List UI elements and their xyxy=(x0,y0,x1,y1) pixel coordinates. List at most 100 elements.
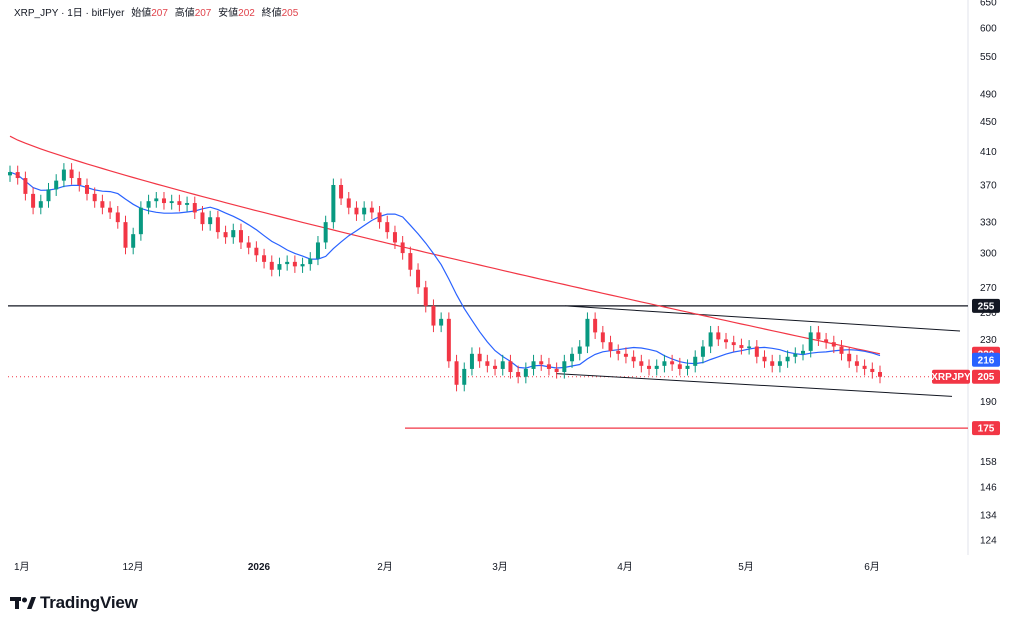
candle-body xyxy=(554,368,559,373)
candle-body xyxy=(369,207,374,213)
candle-body xyxy=(354,207,359,215)
x-tick-label: 2026 xyxy=(248,562,271,573)
open-label: 始値 xyxy=(131,8,152,19)
candle-body xyxy=(608,342,613,351)
candle-body xyxy=(31,193,36,208)
candle-body xyxy=(662,361,667,366)
candle-body xyxy=(108,207,113,213)
candle-body xyxy=(254,247,259,256)
candle-body xyxy=(400,242,405,254)
candle-body xyxy=(269,261,274,270)
candle-body xyxy=(577,346,582,354)
y-tick-label: 490 xyxy=(980,89,997,100)
candle-body xyxy=(500,361,505,369)
candle-body xyxy=(46,189,51,202)
ma-short-badge-label: 216 xyxy=(978,355,995,366)
candle-body xyxy=(92,193,97,202)
candle-body xyxy=(469,353,474,369)
candle-body xyxy=(115,212,120,223)
brand-name: TradingView xyxy=(40,593,138,612)
high-value: 207 xyxy=(194,8,212,19)
y-tick-label: 450 xyxy=(980,117,997,128)
candle-body xyxy=(61,169,66,181)
low-label: 安値 xyxy=(218,8,239,19)
y-tick-label: 370 xyxy=(980,180,997,191)
candle-body xyxy=(585,318,590,347)
candle-body xyxy=(362,207,367,215)
candle-body xyxy=(38,201,43,208)
candle-body xyxy=(670,361,675,365)
candle-body xyxy=(685,365,690,369)
candle-body xyxy=(315,242,320,259)
x-tick-label: 1月 xyxy=(14,561,30,573)
x-tick-label: 4月 xyxy=(617,561,633,573)
close-label: 終値 xyxy=(261,8,282,19)
candle-body xyxy=(870,368,875,373)
candle-body xyxy=(816,332,821,340)
candle-body xyxy=(623,353,628,357)
candle-body xyxy=(631,356,636,362)
candle-body xyxy=(531,361,536,369)
candle-body xyxy=(169,201,174,204)
symbol-badge-label: XRPJPY xyxy=(931,372,971,383)
candle-body xyxy=(808,332,813,351)
candle-body xyxy=(262,255,267,262)
candle-body xyxy=(292,261,297,267)
y-tick-label: 146 xyxy=(980,482,997,493)
candle-body xyxy=(562,361,567,373)
candle-body xyxy=(431,305,436,326)
candle-body xyxy=(8,172,12,176)
candle-body xyxy=(408,253,413,270)
candle-body xyxy=(647,365,652,369)
candle-body xyxy=(77,178,82,185)
candle-body xyxy=(346,198,351,208)
candle-body xyxy=(616,350,621,354)
candle-body xyxy=(23,178,28,194)
chart-header: XRP_JPY · 1日 · bitFlyer 始値207 高値207 安値20… xyxy=(14,8,299,19)
candle-body xyxy=(677,364,682,369)
candle-body xyxy=(246,242,251,248)
tradingview-brand[interactable]: TradingView xyxy=(10,593,138,613)
candle-body xyxy=(200,212,205,225)
candle-body xyxy=(831,342,836,347)
candle-body xyxy=(839,346,844,354)
candle-body xyxy=(462,368,467,385)
candle-body xyxy=(192,203,197,213)
candle-body xyxy=(539,361,544,365)
candle-body xyxy=(161,198,166,204)
candle-body xyxy=(138,207,143,235)
y-tick-label: 600 xyxy=(980,24,997,35)
open-value: 207 xyxy=(151,8,168,19)
candle-body xyxy=(747,346,752,348)
candle-body xyxy=(639,361,644,366)
candle-body xyxy=(878,372,882,377)
candle-body xyxy=(423,287,428,306)
candle-body xyxy=(392,232,397,243)
y-tick-label: 300 xyxy=(980,249,997,260)
candle-body xyxy=(754,346,759,357)
moving-average-short-line xyxy=(9,171,881,369)
candle-body xyxy=(654,365,659,369)
candle-body xyxy=(739,345,744,348)
candle-body xyxy=(238,230,243,243)
candle-body xyxy=(731,342,736,346)
candle-body xyxy=(146,201,151,208)
candle-body xyxy=(593,318,598,333)
exchange-name: bitFlyer xyxy=(91,8,125,19)
candle-body xyxy=(516,372,521,377)
candle-body xyxy=(300,264,305,267)
candle-body xyxy=(724,339,729,343)
x-tick-label: 12月 xyxy=(122,561,143,573)
close-value: 205 xyxy=(281,8,299,19)
candle-body xyxy=(523,368,528,377)
candle-body xyxy=(277,264,282,270)
candle-body xyxy=(570,353,575,362)
candle-body xyxy=(801,350,806,354)
y-tick-label: 190 xyxy=(980,397,997,408)
candle-body xyxy=(600,332,605,343)
price-level-badge xyxy=(972,421,1000,436)
y-tick-label: 158 xyxy=(980,457,997,468)
candle-body xyxy=(416,269,421,288)
candle-body xyxy=(69,169,74,179)
